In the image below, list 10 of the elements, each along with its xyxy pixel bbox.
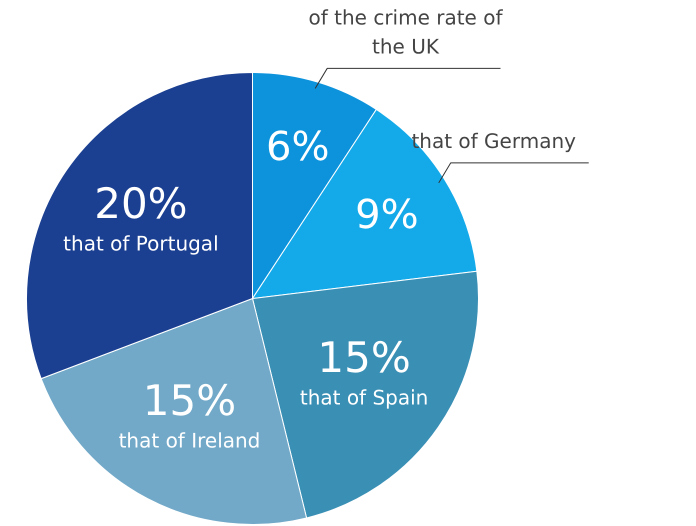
- data-label: 9%: [355, 192, 419, 238]
- slice-label: that of Spain: [300, 386, 428, 410]
- data-label: 6%: [266, 124, 330, 170]
- data-label: 15%: [317, 333, 411, 382]
- data-label: 20%: [94, 178, 188, 228]
- slice-label: that of Portugal: [63, 231, 219, 256]
- slice-label: that of Ireland: [118, 428, 260, 453]
- slice-label: that of Germany: [411, 128, 576, 153]
- data-label: 15%: [142, 376, 236, 426]
- slice-label: of the crime rate of the UK: [308, 6, 504, 58]
